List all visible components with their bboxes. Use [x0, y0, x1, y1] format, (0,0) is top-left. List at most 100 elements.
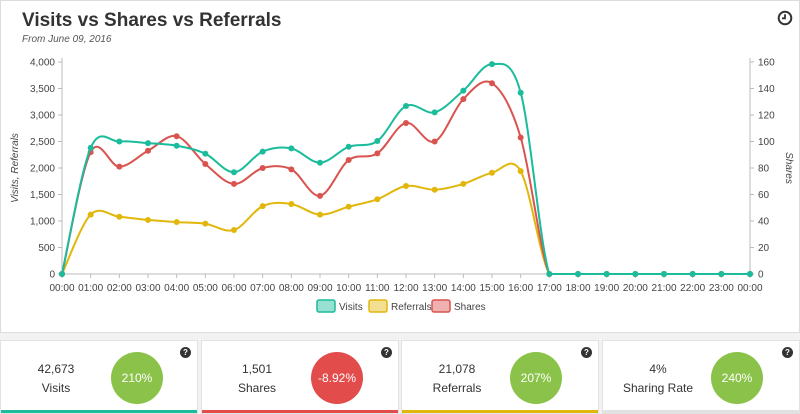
x-tick-label: 15:00 [479, 283, 504, 294]
y-tick-label: 3,000 [30, 111, 55, 122]
data-point-referrals [173, 219, 180, 226]
stat-label: Sharing Rate [622, 381, 694, 395]
y2-tick-label: 140 [758, 84, 775, 95]
stat-color-bar [202, 410, 398, 413]
y2-tick-label: 40 [758, 217, 770, 228]
stat-percent-badge: -8.92% [311, 352, 363, 404]
data-point-shares [460, 96, 467, 103]
x-tick-label: 21:00 [651, 283, 676, 294]
x-tick-label: 19:00 [594, 283, 619, 294]
data-point-visits [632, 271, 639, 277]
data-point-shares [317, 192, 323, 199]
x-tick-label: 14:00 [451, 283, 476, 294]
legend-label-referrals: Referrals [391, 302, 432, 313]
stat-percent-badge: 207% [510, 352, 562, 404]
data-point-referrals [259, 203, 266, 210]
help-icon[interactable]: ? [180, 347, 191, 358]
y2-axis-title: Shares [783, 152, 794, 184]
data-point-referrals [517, 168, 524, 175]
x-tick-label: 20:00 [623, 283, 648, 294]
data-point-referrals [202, 220, 209, 227]
stat-card-sharing-rate: 4% Sharing Rate 240% ? [602, 340, 800, 414]
data-point-visits [345, 143, 352, 150]
legend-label-visits: Visits [339, 302, 363, 313]
data-point-shares [173, 133, 180, 140]
stat-label: Visits [41, 381, 71, 395]
data-point-visits [173, 142, 180, 149]
y2-tick-label: 60 [758, 190, 770, 201]
data-point-referrals [345, 203, 352, 210]
x-tick-label: 06:00 [221, 283, 246, 294]
data-point-visits [747, 271, 753, 277]
chart-svg: 0 500 1,000 1,500 2,000 2,500 3,000 3,500 4,000 0… [10, 58, 794, 314]
data-point-visits [575, 271, 581, 277]
stat-color-bar [603, 410, 799, 413]
help-icon[interactable]: ? [782, 347, 793, 358]
stat-card-visits: 42,673 Visits 210% ? [0, 340, 198, 414]
data-point-visits [87, 144, 94, 151]
y-tick-label: 3,500 [30, 84, 55, 95]
data-point-visits [603, 271, 610, 277]
chart-panel: Visits vs Shares vs Referrals From June … [0, 0, 800, 333]
stat-value: 1,501 [241, 362, 273, 376]
legend-swatch-referrals [368, 299, 388, 313]
data-point-visits [116, 138, 123, 145]
data-point-visits [288, 145, 295, 152]
x-tick-label: 09:00 [307, 283, 332, 294]
data-point-visits [317, 159, 323, 166]
y2-tick-label: 20 [758, 243, 770, 254]
stat-percent-badge: 240% [711, 352, 763, 404]
data-point-visits [546, 271, 553, 277]
data-point-referrals [403, 183, 409, 190]
data-point-referrals [460, 180, 467, 187]
data-point-visits [59, 271, 65, 277]
x-tick-label: 05:00 [193, 283, 218, 294]
x-tick-label: 07:00 [250, 283, 275, 294]
data-point-visits [489, 61, 495, 68]
data-point-visits [661, 271, 667, 277]
y-tick-label: 4,000 [30, 58, 55, 69]
data-point-visits [517, 89, 524, 96]
data-point-referrals [431, 186, 438, 193]
chart-subtitle: From June 09, 2016 [22, 34, 112, 45]
x-tick-label: 22:00 [680, 283, 705, 294]
y-tick-label: 2,500 [30, 137, 55, 148]
x-tick-label: 00:00 [49, 283, 74, 294]
data-point-shares [145, 147, 151, 154]
data-point-visits [431, 109, 438, 116]
help-icon[interactable]: ? [581, 347, 592, 358]
data-point-visits [403, 102, 409, 109]
stat-label: Referrals [432, 381, 482, 395]
y-tick-label: 1,500 [30, 190, 55, 201]
x-tick-label: 16:00 [508, 283, 533, 294]
data-point-shares [431, 138, 438, 145]
data-point-shares [489, 80, 495, 87]
stat-percent-badge: 210% [111, 352, 163, 404]
data-point-visits [689, 271, 696, 277]
x-tick-label: 17:00 [537, 283, 562, 294]
x-tick-label: 12:00 [393, 283, 418, 294]
legend-swatch-shares [431, 299, 451, 313]
y-tick-label: 0 [49, 270, 55, 281]
clock-icon[interactable] [777, 10, 793, 26]
x-tick-label: 03:00 [135, 283, 160, 294]
data-point-referrals [317, 211, 323, 218]
data-point-shares [231, 180, 237, 187]
y2-tick-label: 120 [758, 111, 775, 122]
data-point-referrals [87, 211, 94, 218]
data-point-shares [288, 166, 295, 173]
y2-tick-label: 0 [758, 270, 764, 281]
data-point-referrals [489, 169, 495, 176]
x-tick-label: 01:00 [78, 283, 103, 294]
x-tick-label: 04:00 [164, 283, 189, 294]
data-point-visits [145, 140, 151, 147]
y-tick-label: 1,000 [30, 217, 55, 228]
help-icon[interactable]: ? [381, 347, 392, 358]
x-tick-label: 18:00 [565, 283, 590, 294]
stat-card-referrals: 21,078 Referrals 207% ? [401, 340, 599, 414]
data-point-referrals [145, 216, 151, 223]
data-point-shares [345, 157, 352, 164]
x-tick-label: 00:00 [737, 283, 762, 294]
y2-tick-label: 160 [758, 58, 775, 69]
data-point-visits [259, 148, 266, 155]
